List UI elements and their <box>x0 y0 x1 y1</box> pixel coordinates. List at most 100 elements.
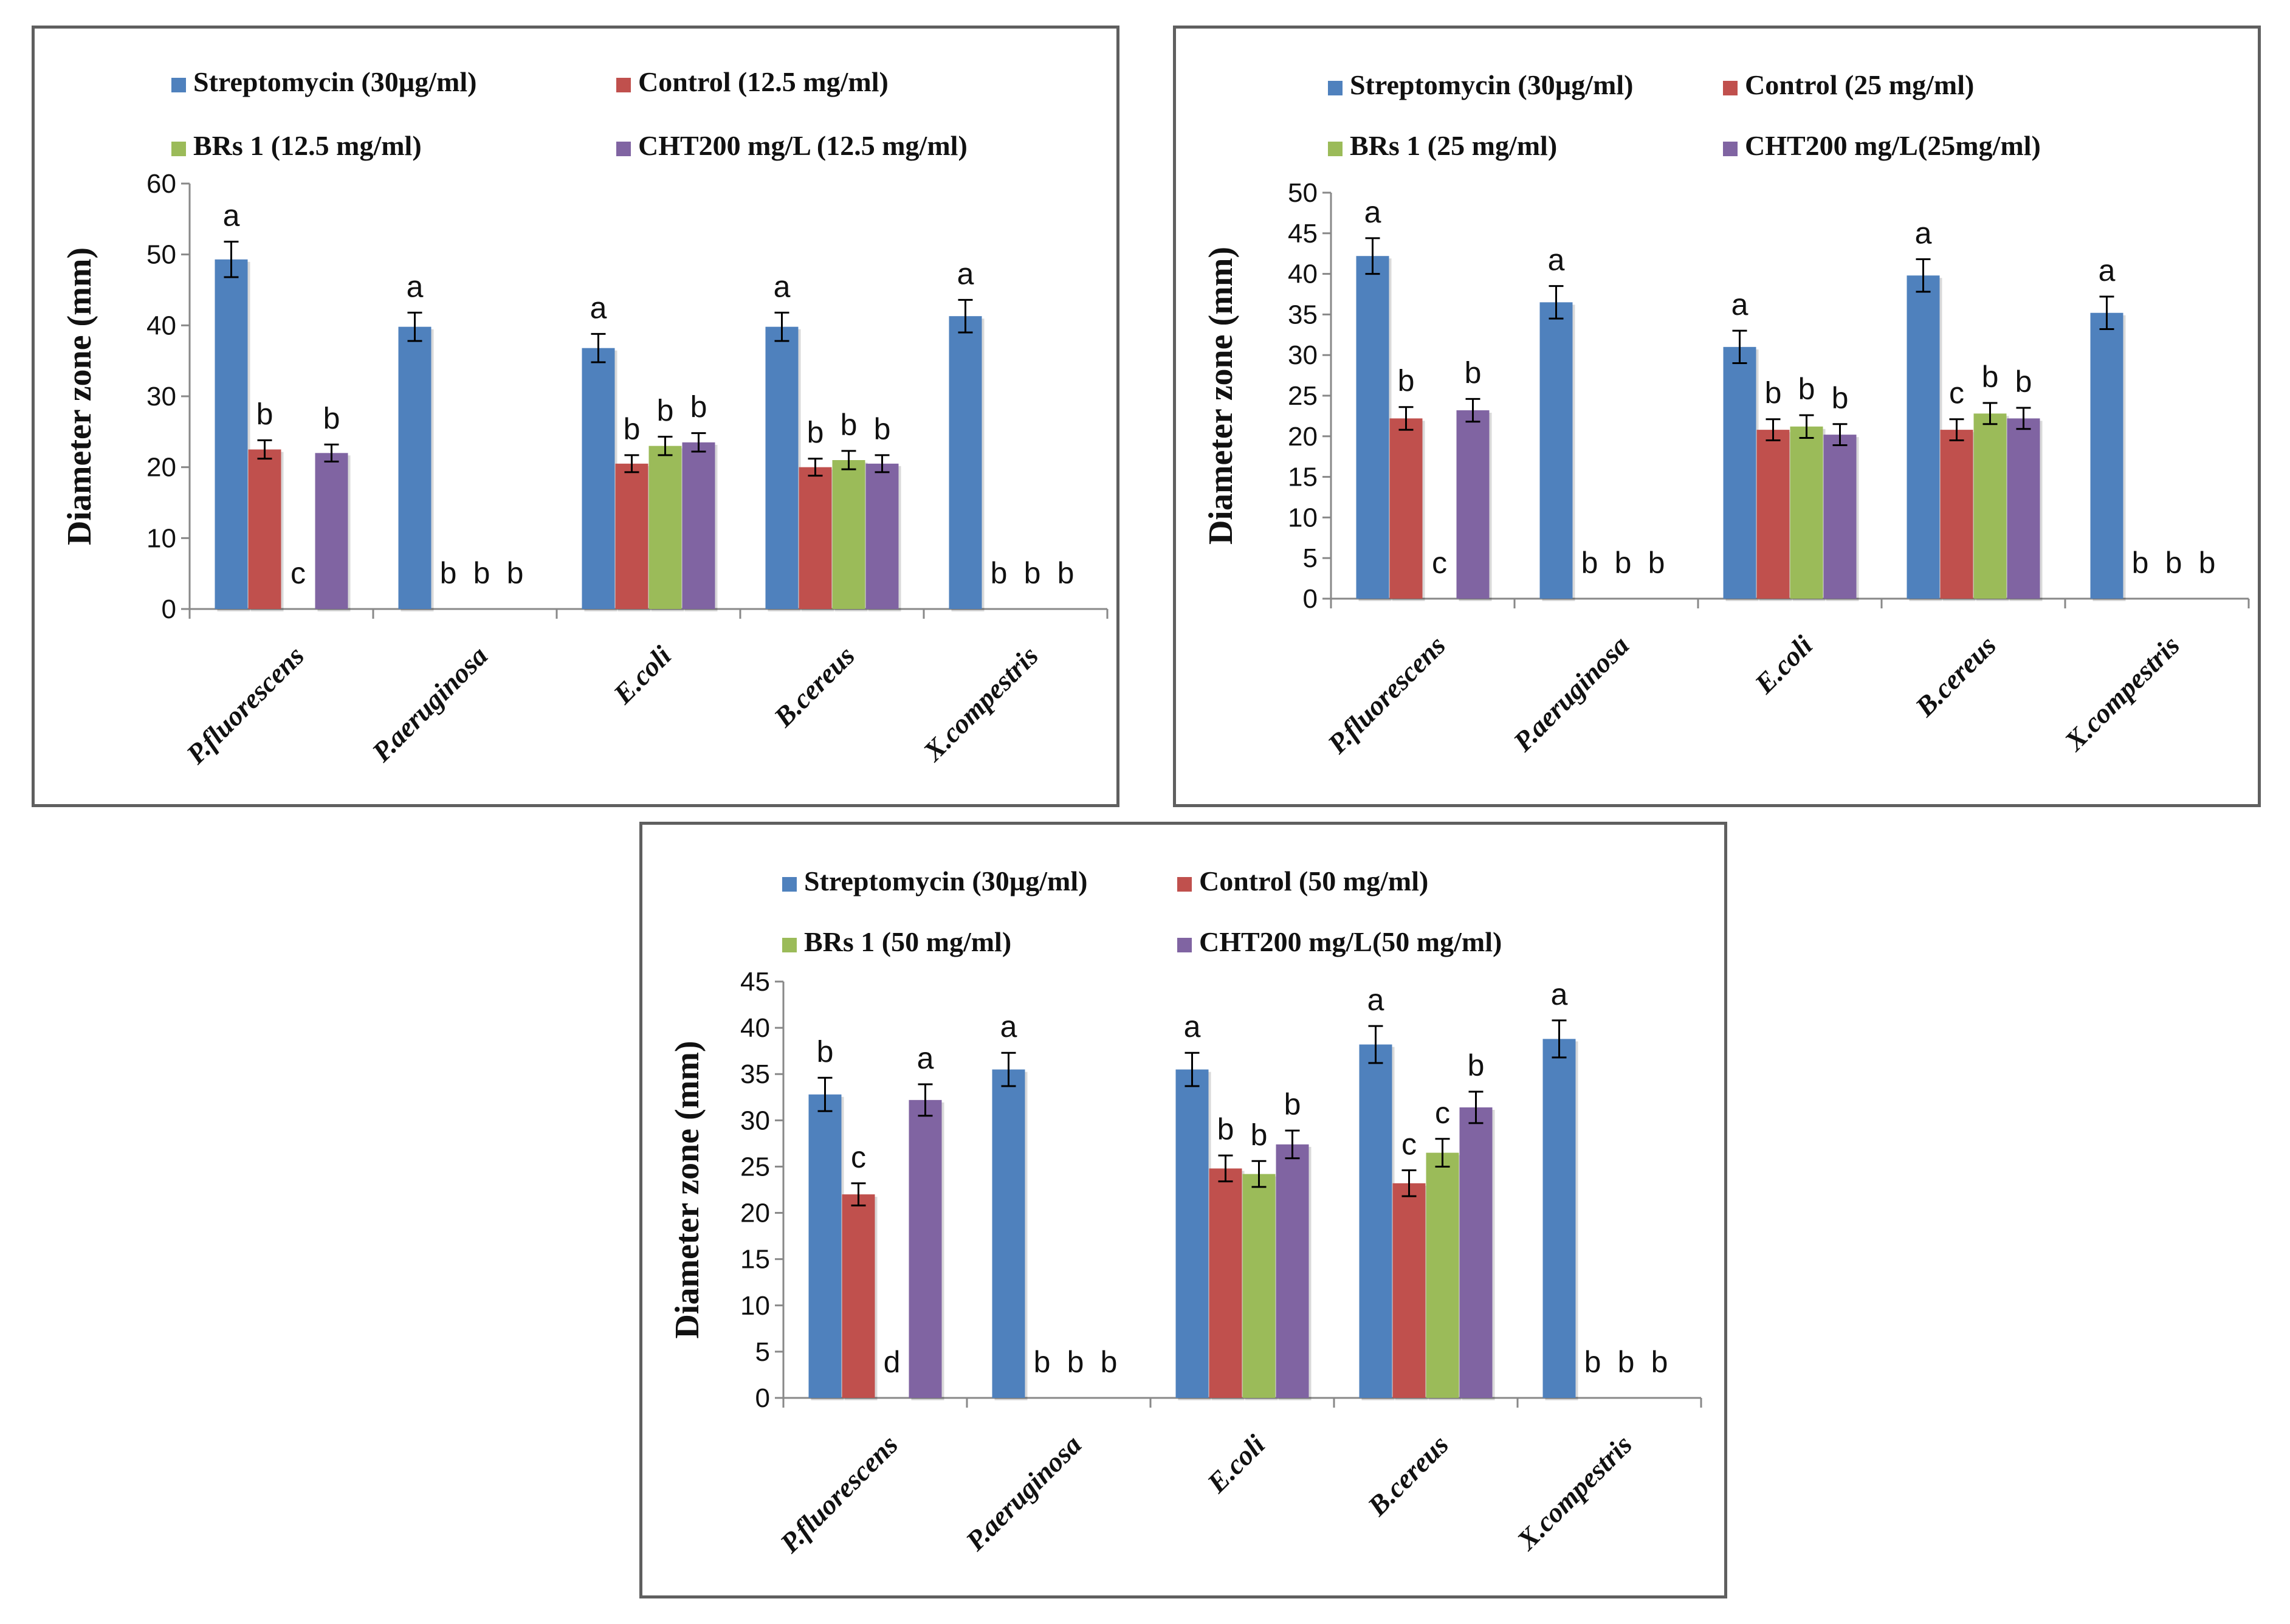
significance-letter: c <box>1949 376 1964 410</box>
significance-letter: a <box>1364 195 1381 229</box>
chart-panel-25: Streptomycin (30µg/ml) Control (25 mg/ml)… <box>1173 26 2261 807</box>
bar <box>1389 418 1423 599</box>
significance-letter: b <box>841 408 858 442</box>
significance-letter: a <box>1731 287 1748 322</box>
y-tick-label: 60 <box>146 169 176 199</box>
y-tick-label: 0 <box>755 1383 770 1413</box>
x-category-label: E.coli <box>1201 1429 1271 1499</box>
y-tick-label: 25 <box>740 1152 770 1182</box>
significance-letter: b <box>1465 356 1482 390</box>
significance-letter: b <box>874 412 891 446</box>
significance-letter: b <box>256 397 273 431</box>
bar <box>398 326 432 609</box>
x-category-label: B.cereus <box>1909 630 2002 723</box>
legend-swatch <box>616 78 631 92</box>
bar <box>949 316 982 609</box>
significance-letter: b <box>1798 372 1815 406</box>
y-tick-label: 20 <box>146 453 176 483</box>
x-category-label: P.fluorescens <box>180 640 310 770</box>
x-category-label: B.cereus <box>768 640 861 733</box>
bar <box>1426 1152 1459 1398</box>
significance-letter: b <box>1765 376 1782 410</box>
bar <box>1359 1044 1392 1398</box>
bar <box>2007 418 2040 599</box>
significance-letter: b <box>1581 546 1598 580</box>
legend-label: Streptomycin (30µg/ml) <box>804 865 1087 896</box>
bar <box>1392 1183 1426 1398</box>
bar <box>1456 410 1490 599</box>
bar <box>315 453 348 609</box>
bar <box>765 326 799 609</box>
bar <box>615 463 648 609</box>
bar <box>2090 312 2123 599</box>
significance-letter: b <box>473 556 490 590</box>
y-tick-label: 30 <box>146 382 176 411</box>
legend-swatch <box>171 142 186 156</box>
significance-letter: b <box>1024 556 1041 590</box>
y-tick-label: 40 <box>1288 260 1318 289</box>
bar <box>582 348 615 609</box>
y-tick-label: 10 <box>1288 503 1318 532</box>
significance-letter: b <box>2015 365 2032 399</box>
bar <box>1973 413 2007 599</box>
legend-swatch <box>616 142 631 156</box>
significance-letter: b <box>1067 1345 1084 1379</box>
y-tick-label: 5 <box>1303 543 1318 573</box>
significance-letter: b <box>690 390 707 424</box>
y-axis-title: Diameter zone (mm) <box>669 1041 706 1338</box>
y-tick-label: 50 <box>1288 178 1318 208</box>
significance-letter: a <box>1548 243 1565 277</box>
legend-swatch <box>1328 81 1343 95</box>
bar <box>1209 1168 1242 1398</box>
legend-label: Control (50 mg/ml) <box>1199 865 1428 896</box>
significance-letter: b <box>1251 1118 1268 1152</box>
y-tick-label: 15 <box>740 1245 770 1275</box>
chart-svg-25: Streptomycin (30µg/ml) Control (25 mg/ml)… <box>1202 69 2250 760</box>
significance-letter: b <box>1217 1112 1234 1146</box>
significance-letter: b <box>2199 546 2216 580</box>
y-tick-label: 35 <box>740 1059 770 1089</box>
bar <box>1175 1069 1209 1398</box>
y-tick-label: 40 <box>146 311 176 340</box>
y-tick-label: 45 <box>740 967 770 997</box>
y-tick-label: 10 <box>146 523 176 553</box>
legend-swatch <box>1723 81 1738 95</box>
significance-letter: a <box>590 291 607 325</box>
x-category-label: P.aeruginosa <box>365 640 493 768</box>
chart-svg-50: Streptomycin (30µg/ml) Control (50 mg/ml)… <box>669 865 1702 1559</box>
legend-label: Streptomycin (30µg/ml) <box>193 66 476 97</box>
bar <box>842 1194 875 1398</box>
bar <box>832 460 865 609</box>
y-tick-label: 20 <box>740 1199 770 1228</box>
significance-letter: b <box>1034 1345 1051 1379</box>
legend-swatch <box>1177 938 1192 952</box>
chart-panel-12-5: Streptomycin (30µg/ml) Control (12.5 mg/m… <box>32 26 1119 807</box>
bar <box>1823 435 1857 599</box>
significance-letter: b <box>1615 546 1632 580</box>
bar <box>1907 275 1940 599</box>
y-tick-label: 0 <box>1303 584 1318 614</box>
legend-swatch <box>1177 877 1192 892</box>
bar <box>909 1099 942 1398</box>
bar <box>1276 1144 1309 1398</box>
bar <box>1756 430 1790 599</box>
significance-letter: b <box>1101 1345 1118 1379</box>
significance-letter: a <box>774 269 791 303</box>
y-tick-label: 30 <box>1288 340 1318 370</box>
bar <box>1790 426 1823 599</box>
significance-letter: a <box>1367 983 1384 1017</box>
bar <box>1539 302 1573 599</box>
significance-letter: b <box>1584 1345 1601 1379</box>
significance-letter: a <box>2099 253 2116 287</box>
y-tick-label: 25 <box>1288 381 1318 411</box>
bar <box>248 449 281 609</box>
x-category-label: E.coli <box>1748 630 1819 700</box>
legend-swatch <box>782 877 797 892</box>
x-category-label: B.cereus <box>1361 1429 1454 1522</box>
legend-swatch <box>782 938 797 952</box>
significance-letter: a <box>1915 216 1932 250</box>
significance-letter: b <box>817 1034 834 1068</box>
significance-letter: b <box>440 556 457 590</box>
legend-label: BRs 1 (12.5 mg/ml) <box>193 130 422 161</box>
significance-letter: b <box>624 412 641 446</box>
